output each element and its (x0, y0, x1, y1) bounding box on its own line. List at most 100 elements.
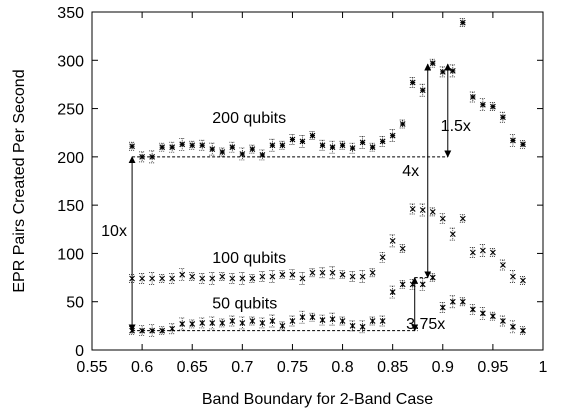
data-point (379, 315, 386, 327)
y-tick-label: 50 (66, 295, 84, 312)
data-point (339, 316, 346, 326)
data-point (289, 315, 296, 327)
x-tick-label: 0.75 (277, 359, 308, 376)
data-point (189, 272, 196, 281)
data-point (399, 119, 406, 129)
data-point (229, 141, 236, 153)
data-point (159, 326, 166, 336)
data-point (139, 325, 146, 337)
data-point (369, 142, 376, 152)
plot-frame (91, 11, 544, 351)
data-point (169, 323, 176, 335)
data-point (389, 129, 396, 142)
data-point (319, 139, 326, 151)
data-point (179, 268, 186, 282)
data-point (429, 273, 436, 282)
y-tick-label: 300 (57, 53, 84, 70)
data-point (379, 251, 386, 263)
series-label: 200 qubits (212, 110, 286, 127)
data-point (489, 248, 496, 257)
data-point (189, 140, 196, 150)
data-point (299, 310, 306, 324)
data-point (309, 312, 316, 322)
y-tick-label: 150 (57, 198, 84, 215)
data-point (359, 136, 366, 149)
data-point (409, 77, 416, 88)
data-point (269, 270, 276, 283)
annotation-arrows: 10x 4x 1.5x 3.75x (101, 63, 471, 333)
data-point (199, 317, 206, 329)
data-point (179, 317, 186, 331)
x-tick-label: 0.55 (76, 359, 107, 376)
data-point (379, 136, 386, 147)
series-label: 100 qubits (212, 250, 286, 267)
data-point (459, 214, 466, 224)
reference-lines (132, 156, 448, 332)
x-tick-label: 0.6 (131, 359, 153, 376)
data-point (369, 316, 376, 326)
data-point (389, 285, 396, 299)
data-point (259, 317, 266, 329)
data-points (129, 18, 526, 338)
data-point (329, 312, 336, 326)
data-point (479, 98, 486, 112)
data-point (129, 326, 136, 336)
data-point (349, 320, 356, 332)
x-tick-label: 0.65 (177, 359, 208, 376)
data-point (329, 266, 336, 280)
data-point (469, 247, 476, 258)
data-point (279, 321, 286, 331)
data-point (399, 279, 406, 289)
data-point (299, 135, 306, 148)
data-point (319, 314, 326, 326)
data-point (249, 144, 256, 154)
x-tick-label: 1 (539, 359, 548, 376)
data-point (339, 140, 346, 150)
data-point (429, 58, 436, 68)
y-tick-label: 0 (75, 343, 84, 360)
data-point (129, 141, 136, 151)
y-axis-label: EPR Pairs Created Per Second (11, 69, 28, 292)
annotation-label: 10x (101, 223, 127, 240)
data-point (389, 234, 396, 248)
data-point (409, 203, 416, 215)
data-point (469, 304, 476, 315)
x-tick-label: 0.95 (477, 359, 508, 376)
x-tick-label: 0.8 (331, 359, 353, 376)
data-point (509, 320, 516, 334)
data-point (289, 269, 296, 281)
data-point (449, 227, 456, 241)
data-point (199, 273, 206, 284)
data-point (419, 203, 426, 217)
plot-border (91, 11, 544, 351)
y-tick-label: 100 (57, 246, 84, 263)
y-tick-label: 250 (57, 102, 84, 119)
data-point (369, 268, 376, 278)
data-point (139, 151, 146, 163)
data-point (399, 244, 406, 253)
data-point (299, 272, 306, 285)
data-point (269, 138, 276, 152)
data-point (449, 295, 456, 309)
series-labels: 200 qubits 100 qubits 50 qubits (212, 110, 286, 312)
data-point (219, 147, 226, 157)
data-point (129, 274, 136, 283)
data-point (459, 297, 466, 307)
data-point (239, 272, 246, 285)
data-point (239, 147, 246, 161)
data-point (329, 140, 336, 154)
data-point (149, 324, 156, 338)
data-point (519, 326, 526, 336)
data-point (159, 142, 166, 152)
x-tick-label: 0.7 (231, 359, 253, 376)
annotation-label: 1.5x (441, 118, 471, 135)
data-point (349, 271, 356, 282)
data-point (409, 278, 416, 290)
data-point (229, 273, 236, 284)
data-point (209, 272, 216, 285)
y-tick-label: 200 (57, 150, 84, 167)
data-point (259, 149, 266, 161)
annotation-label: 4x (402, 163, 419, 180)
data-point (239, 316, 246, 330)
data-point (509, 270, 516, 283)
